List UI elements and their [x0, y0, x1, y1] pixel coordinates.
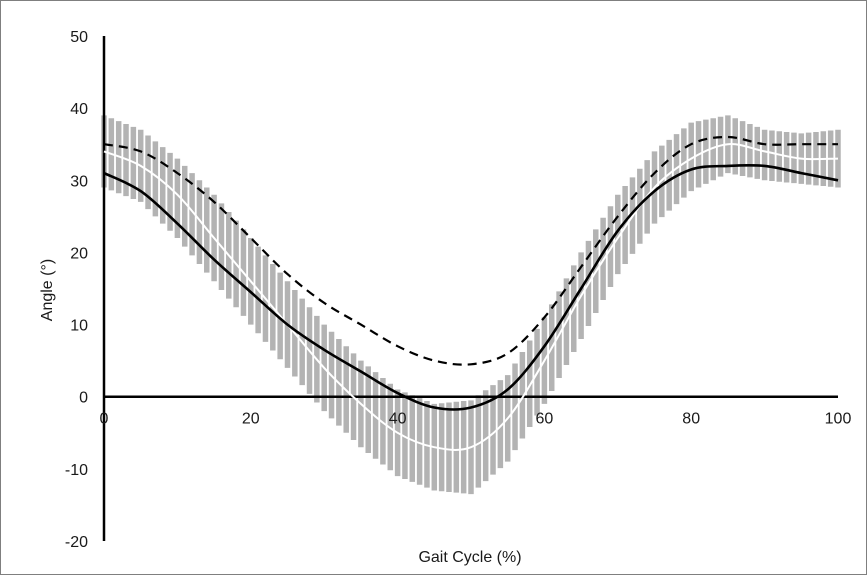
x-tick-label: 100 — [825, 411, 852, 428]
x-tick-label: 60 — [536, 411, 554, 428]
x-axis-label: Gait Cycle (%) — [418, 549, 521, 566]
x-tick-label: 40 — [389, 411, 407, 428]
x-tick-label: 20 — [242, 411, 260, 428]
x-tick-label: 80 — [682, 411, 700, 428]
y-axis-label: Angle (°) — [39, 259, 56, 321]
y-tick-label: 40 — [70, 101, 88, 118]
y-tick-label: 30 — [70, 173, 88, 190]
y-tick-label: -10 — [65, 462, 88, 479]
y-tick-label: 50 — [70, 29, 88, 46]
y-tick-label: 10 — [70, 318, 88, 335]
x-tick-label: 0 — [100, 411, 109, 428]
sd-band — [104, 115, 838, 494]
y-tick-label: 0 — [79, 390, 88, 407]
y-tick-label: -20 — [65, 534, 88, 551]
y-tick-label: 20 — [70, 245, 88, 262]
